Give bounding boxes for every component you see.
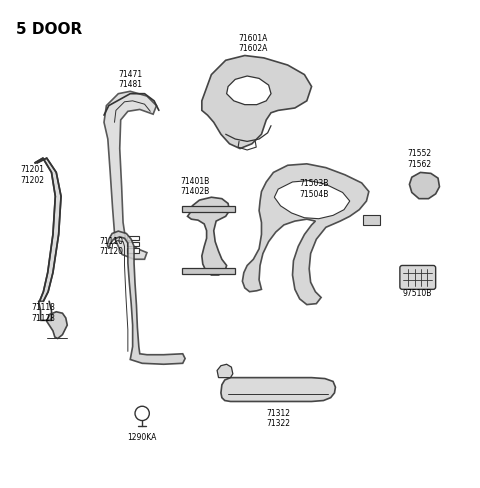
Text: 71201
71202: 71201 71202 [21,165,45,184]
Polygon shape [221,378,336,402]
Text: 71312
71322: 71312 71322 [266,408,290,428]
Text: 71118
71128: 71118 71128 [31,304,55,323]
Polygon shape [202,56,312,148]
Polygon shape [182,268,235,274]
Bar [127,248,139,253]
Polygon shape [217,364,233,378]
Text: 97510B: 97510B [403,289,432,298]
Text: 71471
71481: 71471 71481 [118,69,142,89]
FancyBboxPatch shape [400,265,436,289]
Bar [127,236,139,240]
Polygon shape [409,172,440,199]
Polygon shape [227,76,271,104]
Text: 71110
71120: 71110 71120 [99,237,123,256]
Text: 71552
71562: 71552 71562 [407,149,431,168]
Text: 71401B
71402B: 71401B 71402B [180,177,210,196]
Polygon shape [182,206,235,212]
Text: 71503B
71504B: 71503B 71504B [300,180,329,199]
Bar [363,215,380,225]
Polygon shape [242,164,369,305]
Text: 1290KA: 1290KA [128,433,157,443]
Polygon shape [108,231,185,364]
Polygon shape [104,91,156,259]
Bar [127,242,139,246]
Text: 71601A
71602A: 71601A 71602A [238,34,267,53]
Polygon shape [35,158,61,301]
Polygon shape [188,197,229,275]
Polygon shape [275,181,350,219]
Polygon shape [47,312,67,339]
Text: 5 DOOR: 5 DOOR [16,22,82,37]
